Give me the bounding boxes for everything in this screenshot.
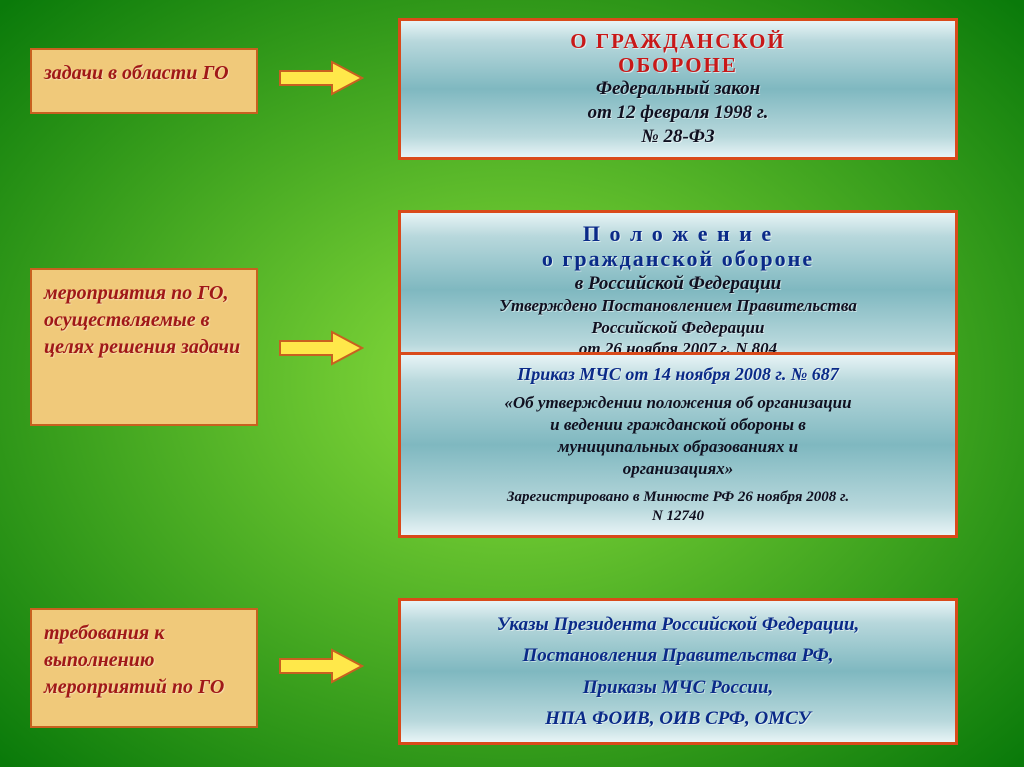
doc-body-line: муниципальных образованиях и: [413, 436, 943, 458]
doc-title: П о л о ж е н и ео гражданской обороне: [413, 221, 943, 272]
arrow-icon: [278, 648, 364, 684]
doc-title-line: О ГРАЖДАНСКОЙ: [413, 29, 943, 53]
left-category-text: требования к выполнению мероприятий по Г…: [44, 622, 224, 698]
doc-body-line: организациях»: [413, 458, 943, 480]
doc-title-line: о гражданской обороне: [413, 246, 943, 271]
left-category-text: задачи в области ГО: [44, 62, 229, 84]
doc-title-line: П о л о ж е н и е: [413, 221, 943, 246]
doc-plain-line: НПА ФОИВ, ОИВ СРФ, ОМСУ: [413, 703, 943, 734]
arrow-icon: [278, 60, 364, 96]
doc-title: О ГРАЖДАНСКОЙОБОРОНЕ: [413, 29, 943, 77]
doc-plain-line: Приказы МЧС России,: [413, 672, 943, 703]
left-category-box: мероприятия по ГО, осуществляемые в целя…: [30, 268, 258, 426]
left-category-box: задачи в области ГО: [30, 48, 258, 114]
doc-title-line: ОБОРОНЕ: [413, 53, 943, 77]
left-category-text: мероприятия по ГО, осуществляемые в целя…: [44, 282, 240, 358]
doc-body-line: «Об утверждении положения об организации: [413, 392, 943, 414]
document-box: П о л о ж е н и ео гражданской оборонев …: [398, 210, 958, 370]
document-box: Указы Президента Российской Федерации,По…: [398, 598, 958, 745]
doc-line: Утверждено Постановлением Правительства: [413, 295, 943, 316]
doc-body-line: и ведении гражданской обороны в: [413, 414, 943, 436]
doc-line: Федеральный закон: [413, 77, 943, 101]
left-category-box: требования к выполнению мероприятий по Г…: [30, 608, 258, 728]
doc-plain-line: Указы Президента Российской Федерации,: [413, 609, 943, 640]
doc-line: от 12 февраля 1998 г.: [413, 101, 943, 125]
document-box: О ГРАЖДАНСКОЙОБОРОНЕФедеральный законот …: [398, 18, 958, 160]
doc-footer-line: N 12740: [413, 507, 943, 527]
doc-line: № 28-ФЗ: [413, 125, 943, 149]
doc-header: Приказ МЧС от 14 ноября 2008 г. № 687: [413, 363, 943, 386]
doc-plain-line: Постановления Правительства РФ,: [413, 640, 943, 671]
doc-line: Российской Федерации: [413, 317, 943, 338]
document-box: Приказ МЧС от 14 ноября 2008 г. № 687 «Об…: [398, 352, 958, 538]
arrow-icon: [278, 330, 364, 366]
doc-line: в Российской Федерации: [413, 272, 943, 296]
doc-footer-line: Зарегистрировано в Минюсте РФ 26 ноября …: [413, 488, 943, 508]
diagram-content: задачи в области ГО О ГРАЖДАНСКОЙОБОРОНЕФ…: [0, 0, 1024, 767]
